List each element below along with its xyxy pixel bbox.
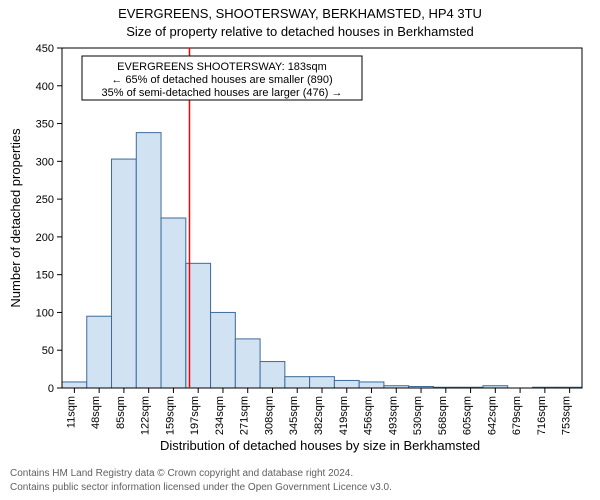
x-tick-label: 679sqm — [511, 396, 523, 435]
x-tick-label: 308sqm — [263, 396, 275, 435]
histogram-bar — [62, 382, 87, 388]
x-tick-label: 122sqm — [140, 396, 152, 435]
histogram-svg: EVERGREENS, SHOOTERSWAY, BERKHAMSTED, HP… — [0, 0, 600, 500]
y-axis-label: Number of detached properties — [8, 128, 23, 308]
histogram-bar — [260, 362, 285, 388]
y-tick-label: 200 — [36, 232, 54, 244]
x-axis-label: Distribution of detached houses by size … — [160, 438, 480, 453]
histogram-bar — [87, 316, 112, 388]
x-tick-label: 642sqm — [486, 396, 498, 435]
x-tick-label: 530sqm — [412, 396, 424, 435]
y-tick-label: 150 — [36, 270, 54, 282]
y-tick-label: 400 — [36, 81, 54, 93]
histogram-bar — [285, 377, 310, 388]
histogram-bar — [235, 339, 260, 388]
x-tick-label: 85sqm — [115, 396, 127, 429]
histogram-bar — [211, 312, 236, 388]
x-tick-label: 345sqm — [288, 396, 300, 435]
annotation-line-3: 35% of semi-detached houses are larger (… — [102, 87, 343, 99]
histogram-bar — [359, 382, 384, 388]
x-tick-label: 568sqm — [437, 396, 449, 435]
x-tick-label: 271sqm — [239, 396, 251, 435]
annotation-line-1: EVERGREENS SHOOTERSWAY: 183sqm — [117, 61, 327, 73]
y-tick-label: 50 — [42, 345, 54, 357]
plot-area: 0 50 100 150 200 250 300 350 400 450 11sqm 48sqm 85s… — [36, 43, 582, 435]
y-tick-label: 450 — [36, 43, 54, 55]
annotation-line-2: ← 65% of detached houses are smaller (89… — [111, 74, 332, 86]
x-tick-label: 753sqm — [561, 396, 573, 435]
x-tick-label: 716sqm — [536, 396, 548, 435]
chart-title-main: EVERGREENS, SHOOTERSWAY, BERKHAMSTED, HP… — [118, 6, 482, 21]
x-tick-label: 48sqm — [90, 396, 102, 429]
x-tick-label: 605sqm — [462, 396, 474, 435]
y-tick-label: 250 — [36, 194, 54, 206]
x-tick-label: 11sqm — [65, 396, 77, 428]
chart-title-sub: Size of property relative to detached ho… — [126, 24, 474, 39]
x-tick-label: 456sqm — [363, 396, 375, 435]
histogram-bar — [161, 218, 186, 388]
y-tick-label: 0 — [48, 383, 54, 395]
footer-line-2: Contains public sector information licen… — [10, 482, 392, 493]
x-tick-label: 234sqm — [214, 396, 226, 435]
x-tick-label: 419sqm — [338, 396, 350, 435]
histogram-bar — [310, 377, 335, 388]
y-tick-label: 300 — [36, 156, 54, 168]
x-tick-label: 159sqm — [164, 396, 176, 435]
chart-container: { "title_main": "EVERGREENS, SHOOTERSWAY… — [0, 0, 600, 500]
histogram-bar — [334, 380, 359, 388]
x-tick-label: 382sqm — [313, 396, 325, 435]
x-tick-label: 493sqm — [387, 396, 399, 435]
histogram-bar — [136, 133, 161, 388]
footer-line-1: Contains HM Land Registry data © Crown c… — [10, 468, 353, 479]
x-tick-label: 197sqm — [189, 396, 201, 435]
histogram-bar — [112, 159, 137, 388]
y-tick-label: 350 — [36, 119, 54, 131]
y-tick-label: 100 — [36, 307, 54, 319]
